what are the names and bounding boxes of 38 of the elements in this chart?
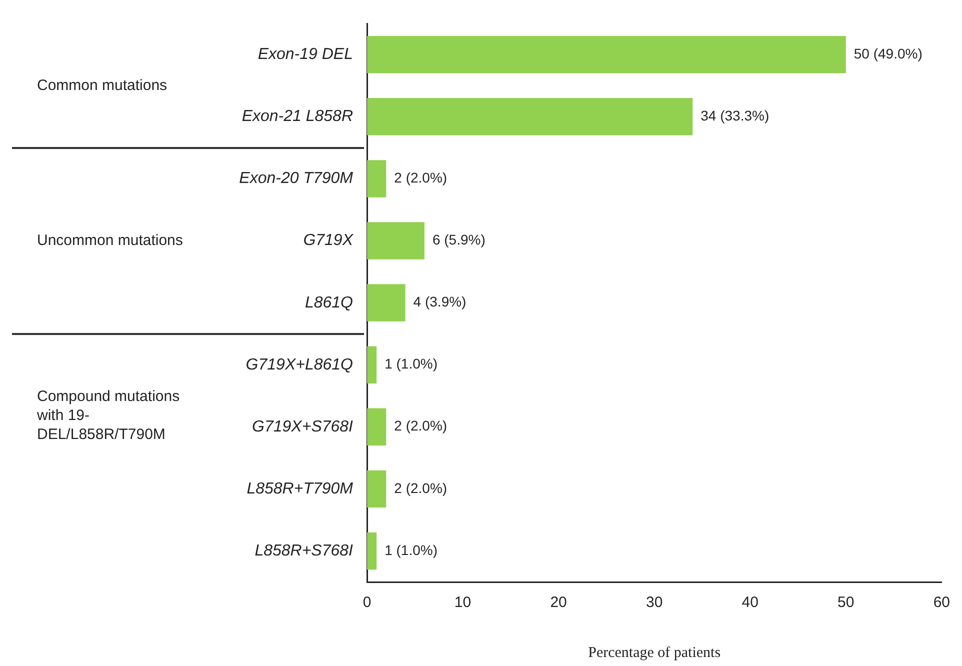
text: Uncommon mutations [37, 231, 184, 250]
y-tick-label: Exon-19 DEL [258, 46, 353, 64]
x-tick-label: 60 [933, 594, 950, 612]
y-tick-label: L858R+T790M [246, 480, 354, 498]
data-label: 2 (2.0%) [394, 170, 448, 186]
bar [367, 346, 377, 384]
data-label: 4 (3.9%) [413, 294, 466, 310]
y-tick-label: Exon-20 T790M [239, 170, 354, 188]
text: Compound mutations with 19-DEL/L858R/T790M [37, 387, 181, 444]
bar [367, 470, 386, 508]
x-tick-label: 0 [362, 594, 372, 612]
data-label: 2 (2.0%) [394, 480, 448, 496]
y-tick-label: G719X+L861Q [246, 356, 353, 374]
bar [367, 222, 424, 260]
y-tick-label: G719X+S768I [252, 418, 354, 436]
y-tick-label: L861Q [304, 294, 353, 312]
x-axis-title: Percentage of patients [588, 644, 721, 661]
x-tick-label: 40 [742, 594, 758, 612]
data-label: 1 (1.0%) [384, 542, 438, 558]
x-tick-label: 50 [838, 594, 854, 612]
data-label: 6 (5.9%) [432, 232, 486, 248]
bar [367, 408, 386, 446]
y-tick-label: Exon-21 L858R [242, 108, 354, 126]
data-label: 50 (49.0%) [854, 45, 922, 62]
y-tick-label: G719X [303, 232, 354, 250]
bar [367, 284, 406, 322]
x-tick-label: 10 [454, 594, 472, 612]
bar [367, 160, 386, 198]
bar [367, 36, 846, 74]
bar [367, 532, 377, 570]
x-tick-label: 30 [646, 594, 663, 612]
text: Common mutations [37, 76, 168, 96]
bar [367, 98, 693, 136]
x-tick-label: 20 [550, 594, 567, 612]
y-tick-label: L858R+S768I [254, 542, 354, 560]
data-label: 2 (2.0%) [394, 418, 448, 434]
data-label: 1 (1.0%) [384, 356, 438, 372]
data-label: 34 (33.3%) [700, 108, 770, 124]
